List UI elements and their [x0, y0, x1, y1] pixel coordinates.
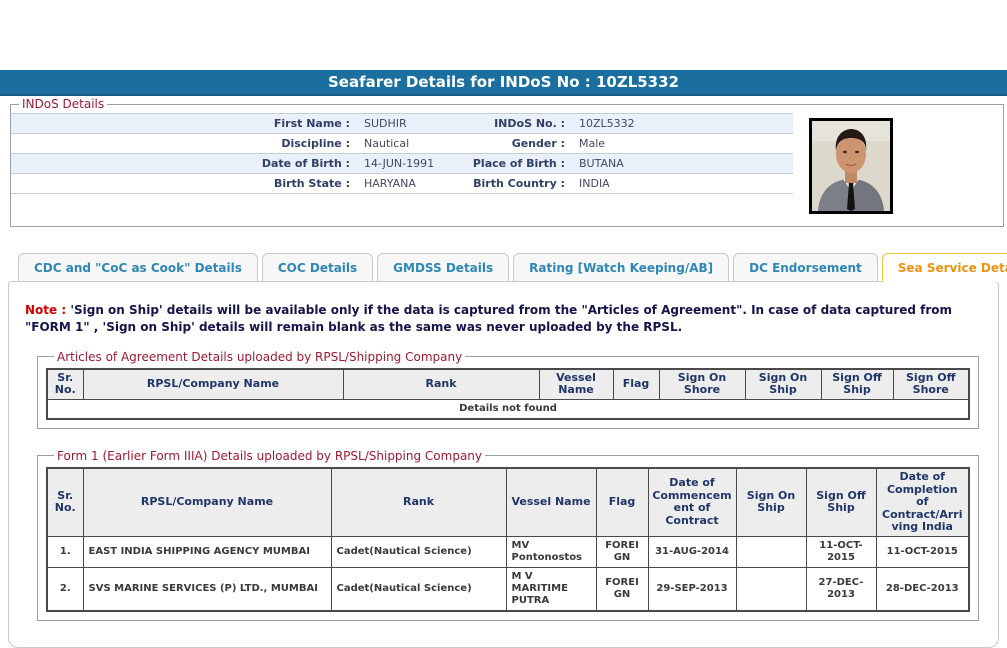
indos-row-2: Discipline : Nautical Gender : Male: [11, 134, 793, 154]
tab-cdc-coc-as-cook-details[interactable]: CDC and "CoC as Cook" Details: [18, 253, 258, 282]
birth-country-label: Birth Country :: [473, 177, 565, 190]
form1-row-2: 2. SVS MARINE SERVICES (P) LTD., MUMBAI …: [46, 567, 970, 612]
form1-col-flag: Flag: [595, 467, 649, 538]
row1-sign-on-ship: [735, 536, 807, 569]
form1-col-rank: Rank: [330, 467, 507, 538]
form1-col-company: RPSL/Company Name: [82, 467, 332, 538]
seafarer-photo-image: [812, 121, 890, 211]
first-name-label: First Name :: [273, 117, 350, 130]
articles-col-rank: Rank: [342, 368, 540, 400]
birth-state-value: HARYANA: [364, 177, 416, 190]
details-not-found-message: Details not found: [46, 398, 970, 420]
row2-sign-off-ship: 27-DEC-2013: [805, 567, 877, 612]
articles-col-vessel: Vessel Name: [538, 368, 614, 400]
tab-gmdss-details[interactable]: GMDSS Details: [377, 253, 510, 282]
form1-details-table: Sr. No. RPSL/Company Name Rank Vessel Na…: [46, 466, 970, 613]
row2-vessel: M V MARITIME PUTRA: [505, 567, 597, 612]
form1-row-1: 1. EAST INDIA SHIPPING AGENCY MUMBAI Cad…: [46, 536, 970, 569]
articles-col-sign-on-ship: Sign On Ship: [744, 368, 822, 400]
form1-col-sr-no: Sr. No.: [46, 467, 84, 538]
form1-col-commencement: Date of Commencement of Contract: [647, 467, 737, 538]
row1-sign-off-ship: 11-OCT-2015: [805, 536, 877, 569]
tab-rating-watch-keeping-ab[interactable]: Rating [Watch Keeping/AB]: [513, 253, 730, 282]
tab-sea-service-details[interactable]: Sea Service Details: [881, 253, 1007, 282]
birth-country-value: INDIA: [579, 177, 610, 190]
articles-col-sign-off-shore: Sign Off Shore: [892, 368, 970, 400]
details-tab-bar: CDC and "CoC as Cook" Details COC Detail…: [18, 253, 1007, 282]
row1-vessel: MV Pontonostos: [505, 536, 597, 569]
articles-of-agreement-fieldset: Articles of Agreement Details uploaded b…: [37, 349, 979, 429]
indos-no-value: 10ZL5332: [579, 117, 635, 130]
row2-sign-on-ship: [735, 567, 807, 612]
indos-details-grid: First Name : SUDHIR INDoS No. : 10ZL5332…: [11, 113, 793, 194]
seafarer-photo: [809, 118, 893, 214]
form1-col-sign-off-ship: Sign Off Ship: [805, 467, 877, 538]
articles-col-company: RPSL/Company Name: [82, 368, 344, 400]
indos-no-label: INDoS No. :: [494, 117, 565, 130]
row2-commencement: 29-SEP-2013: [647, 567, 737, 612]
note-text: 'Sign on Ship' details will be available…: [25, 303, 953, 334]
articles-of-agreement-table: Sr. No. RPSL/Company Name Rank Vessel Na…: [46, 367, 970, 420]
articles-header-row: Sr. No. RPSL/Company Name Rank Vessel Na…: [46, 368, 970, 400]
row2-rank: Cadet(Nautical Science): [330, 567, 507, 612]
birth-state-label: Birth State :: [273, 177, 350, 190]
place-of-birth-value: BUTANA: [579, 157, 624, 170]
gender-value: Male: [579, 137, 606, 150]
place-of-birth-label: Place of Birth :: [472, 157, 565, 170]
row2-completion: 28-DEC-2013: [875, 567, 970, 612]
form1-col-sign-on-ship: Sign On Ship: [735, 467, 807, 538]
articles-empty-row: Details not found: [46, 398, 970, 420]
row1-rank: Cadet(Nautical Science): [330, 536, 507, 569]
gender-label: Gender :: [511, 137, 565, 150]
row2-company: SVS MARINE SERVICES (P) LTD., MUMBAI: [82, 567, 332, 612]
indos-details-fieldset: INDoS Details First Name : SUDHIR INDoS …: [10, 97, 1004, 227]
indos-details-legend: INDoS Details: [22, 97, 105, 111]
articles-col-sr-no: Sr. No.: [46, 368, 84, 400]
date-of-birth-value: 14-JUN-1991: [364, 157, 435, 170]
form1-col-completion: Date of Completion of Contract/Arriving …: [875, 467, 970, 538]
indos-row-1: First Name : SUDHIR INDoS No. : 10ZL5332: [11, 114, 793, 134]
first-name-value: SUDHIR: [364, 117, 407, 130]
form1-col-vessel: Vessel Name: [505, 467, 597, 538]
row1-sr-no: 1.: [46, 536, 84, 569]
articles-of-agreement-legend: Articles of Agreement Details uploaded b…: [57, 349, 463, 364]
discipline-label: Discipline :: [281, 137, 350, 150]
articles-col-sign-off-ship: Sign Off Ship: [820, 368, 894, 400]
page-title: Seafarer Details for INDoS No : 10ZL5332: [0, 70, 1007, 96]
row1-company: EAST INDIA SHIPPING AGENCY MUMBAI: [82, 536, 332, 569]
articles-col-sign-on-shore: Sign On Shore: [658, 368, 746, 400]
sign-on-ship-note: Note : 'Sign on Ship' details will be av…: [15, 292, 992, 338]
date-of-birth-label: Date of Birth :: [261, 157, 350, 170]
note-prefix: Note :: [25, 303, 67, 317]
form1-details-fieldset: Form 1 (Earlier Form IIIA) Details uploa…: [37, 448, 979, 622]
row1-commencement: 31-AUG-2014: [647, 536, 737, 569]
articles-col-flag: Flag: [612, 368, 660, 400]
form1-header-row: Sr. No. RPSL/Company Name Rank Vessel Na…: [46, 467, 970, 538]
row1-flag: FOREIGN: [595, 536, 649, 569]
row1-completion: 11-OCT-2015: [875, 536, 970, 569]
sea-service-details-panel: Note : 'Sign on Ship' details will be av…: [8, 281, 999, 648]
row2-flag: FOREIGN: [595, 567, 649, 612]
row2-sr-no: 2.: [46, 567, 84, 612]
tab-coc-details[interactable]: COC Details: [261, 253, 374, 282]
form1-details-legend: Form 1 (Earlier Form IIIA) Details uploa…: [57, 448, 483, 463]
indos-row-3: Date of Birth : 14-JUN-1991 Place of Bir…: [11, 154, 793, 174]
discipline-value: Nautical: [364, 137, 410, 150]
tab-dc-endorsement[interactable]: DC Endorsement: [733, 253, 878, 282]
indos-row-4: Birth State : HARYANA Birth Country : IN…: [11, 174, 793, 194]
